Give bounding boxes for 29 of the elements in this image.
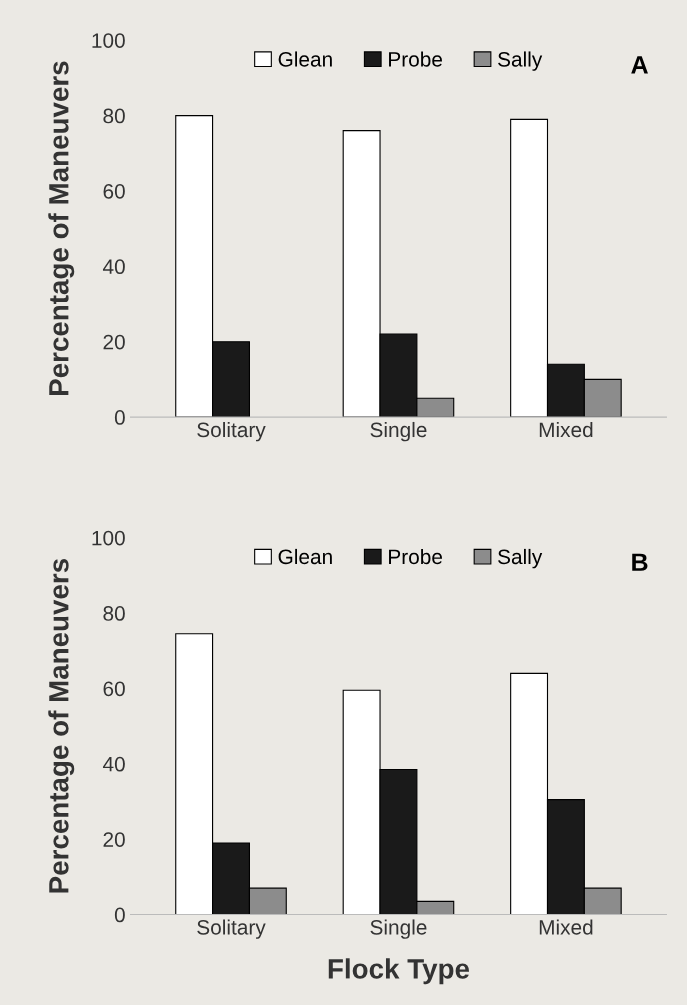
legend-label: Probe: [389, 548, 443, 565]
y-tick-label: 0: [114, 907, 125, 923]
y-tick-label: 80: [103, 606, 125, 621]
y-axis-title: Percentage of Maneuvers: [48, 61, 75, 396]
legend-label: Glean: [278, 548, 332, 565]
legend-label: Sally: [498, 51, 543, 71]
legend-label: Glean: [278, 51, 332, 67]
legend-label: Probe: [389, 51, 443, 67]
x-tick-label: Solitary: [197, 919, 266, 939]
legend-label: Sally: [498, 548, 543, 569]
y-axis-title: Percentage of Maneuvers: [48, 558, 75, 893]
annotation: A: [631, 56, 648, 74]
x-tick-label: Single: [370, 919, 427, 939]
x-axis-title: Flock Type: [328, 958, 470, 985]
y-tick-label: 20: [103, 832, 125, 847]
y-tick-label: 80: [103, 108, 125, 124]
x-tick-label: Solitary: [197, 421, 266, 442]
y-tick-label: 60: [103, 681, 125, 697]
y-tick-label: 100: [92, 33, 125, 48]
annotation: B: [632, 553, 648, 571]
x-tick-label: Mixed: [539, 919, 593, 935]
y-tick-label: 60: [103, 183, 125, 199]
y-tick-label: 40: [102, 756, 125, 772]
y-tick-label: 20: [103, 334, 125, 350]
y-tick-label: 100: [92, 530, 125, 546]
y-tick-label: 40: [102, 259, 125, 275]
y-tick-label: 0: [114, 410, 125, 425]
x-tick-label: Single: [370, 421, 427, 442]
x-tick-label: Mixed: [539, 421, 593, 438]
